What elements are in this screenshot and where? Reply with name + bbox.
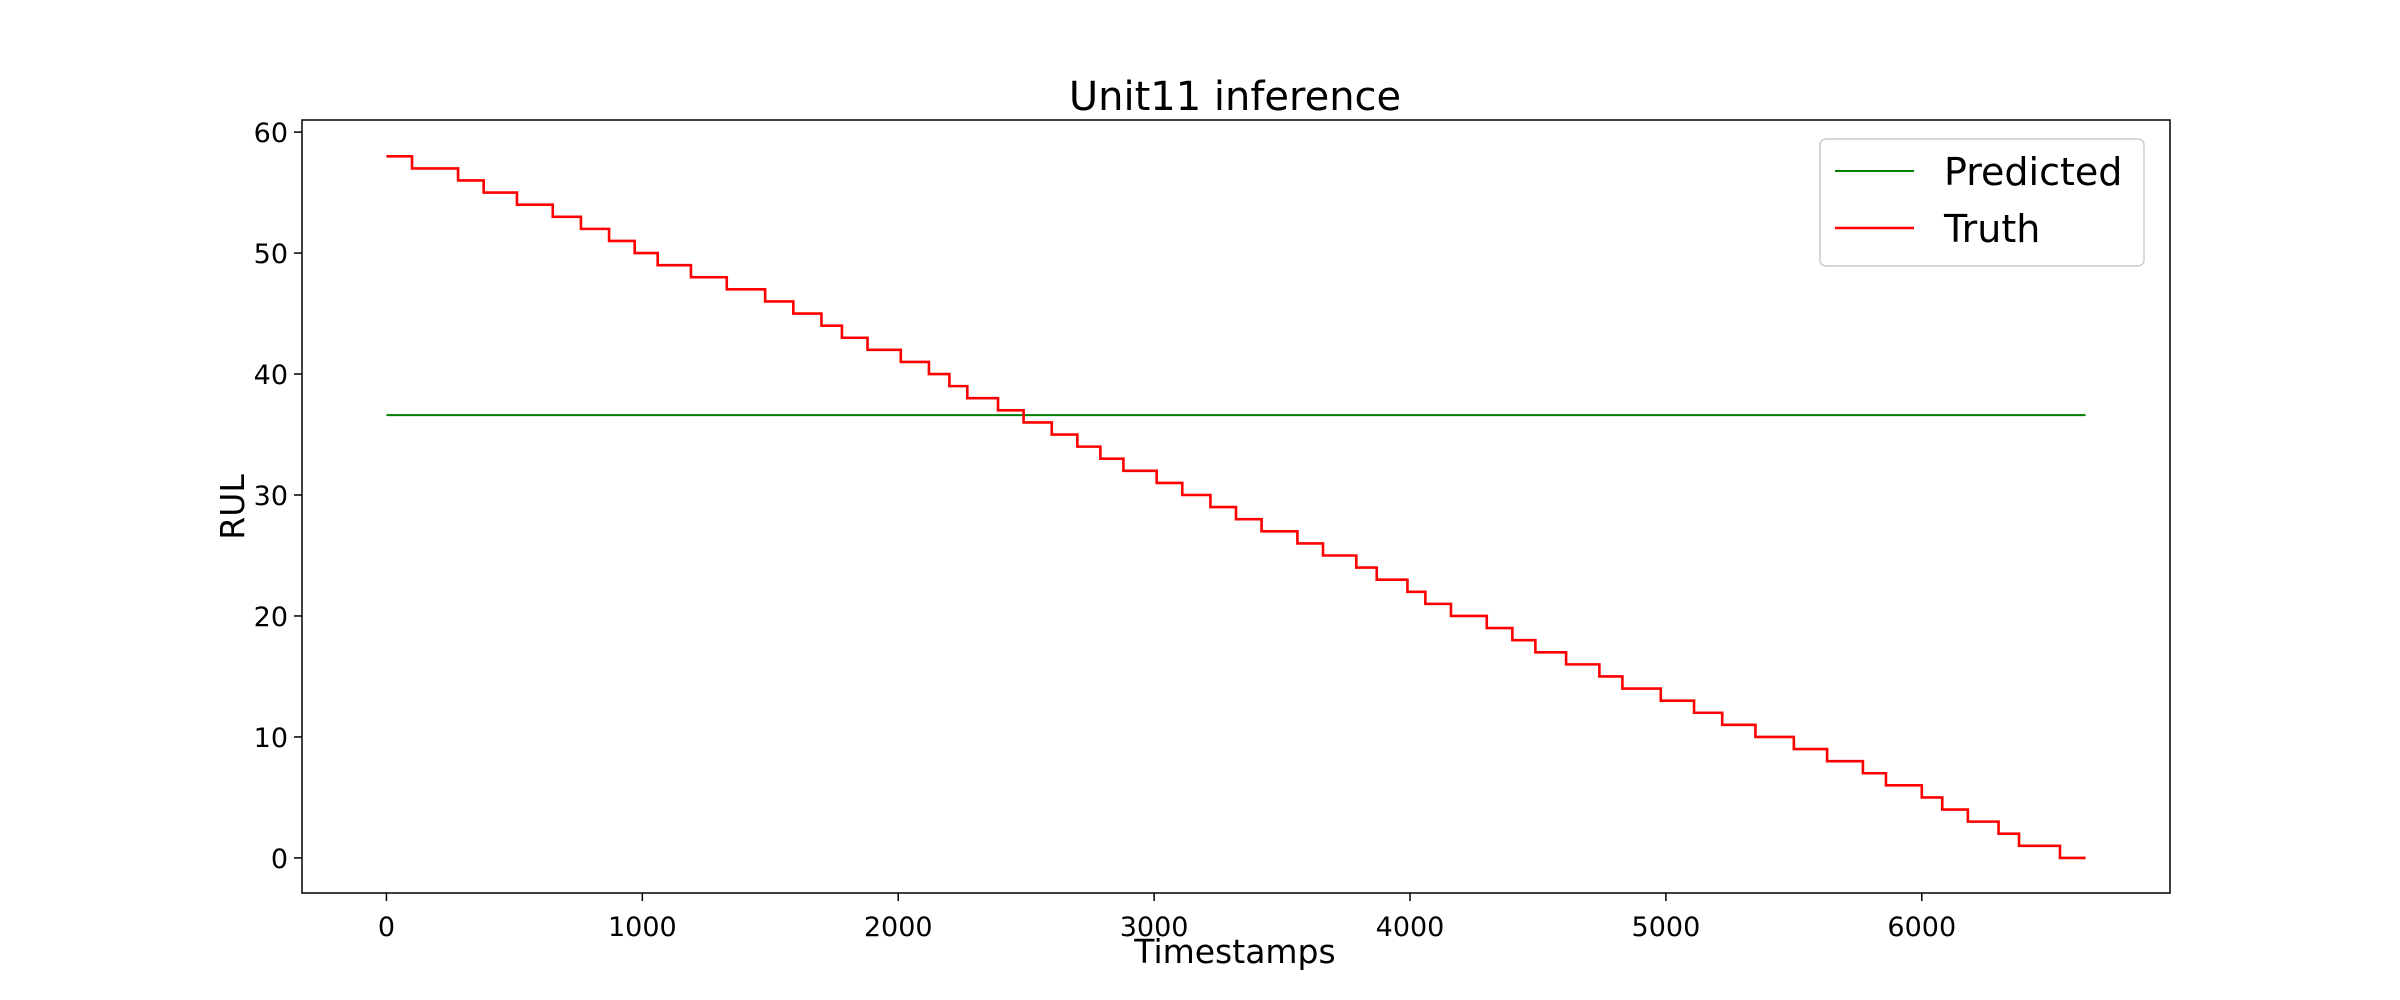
x-tick-label: 6000	[1887, 912, 1956, 943]
chart-title: Unit11 inference	[1069, 74, 1401, 120]
y-tick-label: 30	[254, 481, 288, 512]
x-tick-label: 5000	[1632, 912, 1701, 943]
y-tick-label: 40	[254, 360, 288, 391]
axes-frame	[301, 119, 2171, 894]
x-tick-label: 2000	[864, 912, 933, 943]
x-tick-label: 3000	[1120, 912, 1189, 943]
series-layer	[386, 154, 2086, 860]
legend-label-predicted: Predicted	[1944, 150, 2122, 194]
y-tick-label: 10	[254, 723, 288, 754]
x-tick-label: 0	[378, 912, 395, 943]
y-tick-label: 20	[254, 602, 288, 633]
y-axis-label: RUL	[213, 474, 252, 540]
legend: Predicted Truth	[1819, 138, 2145, 267]
x-tick-label: 1000	[608, 912, 677, 943]
x-axis-label: Timestamps	[1133, 932, 1335, 971]
y-axis: 0 10 20 30 40 50 60	[254, 118, 302, 875]
series-line-truth	[386, 154, 2086, 860]
legend-label-truth: Truth	[1943, 207, 2040, 251]
y-tick-label: 0	[271, 844, 288, 875]
y-tick-label: 50	[254, 239, 288, 270]
y-tick-label: 60	[254, 118, 288, 149]
x-tick-label: 4000	[1376, 912, 1445, 943]
x-axis: 0 1000 2000 3000 4000 5000 6000	[378, 893, 1956, 943]
